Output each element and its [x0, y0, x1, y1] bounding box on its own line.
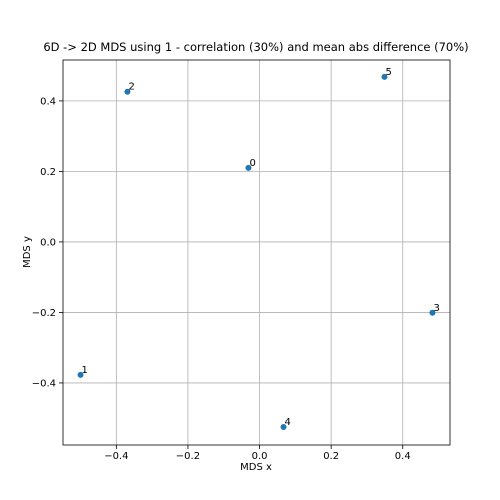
point-label: 3	[433, 303, 439, 314]
point	[77, 371, 84, 378]
plot-frame	[62, 59, 451, 446]
x-tick-label: 0.2	[323, 451, 339, 462]
x-axis-label: MDS x	[240, 462, 272, 473]
x-tick-label: 0.0	[252, 451, 268, 462]
y-axis-label: MDS y	[22, 236, 33, 268]
point-label: 0	[249, 158, 255, 169]
point	[245, 164, 252, 171]
x-tick-label: 0.4	[395, 451, 411, 462]
point	[429, 309, 436, 316]
point-label: 5	[385, 67, 391, 78]
point-label: 4	[285, 417, 291, 428]
x-tick-label: −0.2	[176, 451, 200, 462]
y-tick-label: −0.2	[32, 308, 56, 319]
point	[124, 88, 131, 95]
y-tick-label: 0.0	[40, 237, 56, 248]
point	[381, 73, 388, 80]
point-label: 2	[128, 82, 134, 93]
x-tick-label: −0.4	[104, 451, 128, 462]
point-label: 1	[82, 365, 88, 376]
chart-title: 6D -> 2D MDS using 1 - correlation (30%)…	[43, 40, 468, 54]
y-tick-label: 0.4	[40, 96, 56, 107]
y-tick-label: −0.4	[32, 378, 56, 389]
y-tick-label: 0.2	[40, 167, 56, 178]
point	[280, 424, 287, 431]
